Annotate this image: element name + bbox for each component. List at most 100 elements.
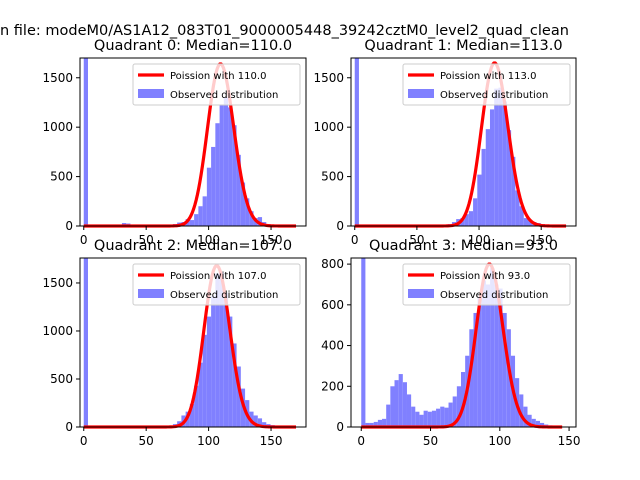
histogram-bar bbox=[523, 218, 529, 226]
x-tick-label: 50 bbox=[139, 434, 154, 448]
histogram-bar bbox=[257, 217, 263, 226]
histogram-bar bbox=[494, 284, 499, 427]
histogram-bar bbox=[211, 146, 216, 226]
histogram-bar bbox=[502, 101, 507, 226]
y-tick-label: 400 bbox=[321, 339, 344, 353]
figure-title: n file: modeM0/AS1A12_083T01_9000005448_… bbox=[0, 23, 569, 39]
histogram-bar bbox=[406, 394, 412, 427]
legend-hist-label: Observed distribution bbox=[170, 290, 278, 301]
y-tick-label: 800 bbox=[321, 257, 344, 271]
legend-hist-swatch bbox=[408, 289, 434, 298]
histogram-bar bbox=[440, 406, 445, 427]
x-tick-label: 150 bbox=[260, 434, 283, 448]
x-tick-label: 100 bbox=[197, 233, 220, 247]
x-tick-label: 50 bbox=[409, 233, 424, 247]
histogram-bar bbox=[369, 422, 374, 427]
histogram-bar bbox=[194, 385, 199, 427]
histogram-bar bbox=[361, 258, 366, 427]
histogram-bar bbox=[219, 104, 224, 226]
y-tick-label: 1000 bbox=[313, 120, 344, 134]
x-tick-label: 100 bbox=[488, 434, 511, 448]
histogram-bar bbox=[262, 422, 267, 427]
histogram-bar bbox=[431, 410, 437, 427]
histogram-bar bbox=[373, 421, 378, 427]
histogram-bar bbox=[232, 343, 237, 427]
histogram-bar bbox=[219, 272, 224, 427]
histogram-bar bbox=[523, 406, 528, 427]
histogram-bar bbox=[477, 296, 482, 427]
histogram-bar bbox=[527, 414, 532, 427]
histogram-bar bbox=[473, 312, 478, 427]
histogram-bar bbox=[206, 167, 212, 226]
x-tick-label: 0 bbox=[80, 233, 88, 247]
histogram-bar bbox=[206, 316, 212, 427]
legend-hist-label: Observed distribution bbox=[440, 290, 548, 301]
y-tick-label: 1000 bbox=[42, 120, 73, 134]
panel-title: Quadrant 2: Median=107.0 bbox=[94, 238, 292, 254]
histogram-bar bbox=[456, 386, 462, 427]
histogram-bar bbox=[481, 280, 486, 427]
histogram-bar bbox=[477, 174, 482, 226]
axes-frame bbox=[79, 57, 307, 227]
histogram-bar bbox=[189, 220, 195, 226]
histogram-bar bbox=[519, 394, 524, 427]
histogram-bar bbox=[228, 316, 233, 427]
histogram-bar bbox=[398, 374, 403, 427]
subplot-quadrant-3: 0 50 100 150 0 200 400 600 800 Quadrant 3: Median… bbox=[321, 238, 580, 448]
histogram-bar bbox=[490, 268, 495, 427]
histogram-bar bbox=[419, 414, 424, 427]
histogram-bar bbox=[461, 372, 466, 427]
histogram-bar bbox=[452, 396, 457, 427]
x-tick-label: 150 bbox=[530, 233, 553, 247]
histogram-bar bbox=[83, 58, 88, 226]
histogram-bar bbox=[528, 220, 533, 226]
histogram-bar bbox=[223, 97, 229, 226]
y-tick-label: 0 bbox=[336, 219, 344, 233]
x-tick-label: 0 bbox=[80, 434, 88, 448]
histogram-bar bbox=[415, 411, 420, 427]
y-tick-label: 0 bbox=[336, 420, 344, 434]
histogram-bar bbox=[402, 382, 407, 427]
histogram-bar bbox=[498, 87, 503, 226]
histogram-bar bbox=[427, 411, 432, 427]
histogram-bar bbox=[236, 366, 241, 427]
y-tick-label: 600 bbox=[321, 298, 344, 312]
panel-title: Quadrant 1: Median=113.0 bbox=[364, 38, 562, 54]
histogram-bar bbox=[436, 408, 441, 427]
histogram-bar bbox=[354, 58, 359, 226]
histogram-bar bbox=[394, 380, 399, 427]
histogram-bar bbox=[411, 406, 416, 427]
histogram-bar bbox=[377, 419, 383, 427]
histogram-bar bbox=[223, 292, 229, 427]
histogram-bar bbox=[531, 418, 536, 427]
x-tick-label: 100 bbox=[197, 434, 220, 448]
histogram-bar bbox=[215, 273, 220, 427]
x-tick-label: 0 bbox=[351, 233, 359, 247]
histogram-bar bbox=[515, 190, 520, 226]
x-tick-label: 100 bbox=[468, 233, 491, 247]
histogram-bar bbox=[511, 156, 516, 226]
legend-box bbox=[132, 263, 301, 306]
x-tick-label: 0 bbox=[357, 434, 365, 448]
y-tick-label: 0 bbox=[65, 219, 73, 233]
histogram-bar bbox=[215, 123, 220, 226]
histogram-bar bbox=[382, 418, 387, 427]
histogram-bar bbox=[236, 154, 241, 226]
histogram-bar bbox=[232, 125, 237, 226]
x-tick-label: 150 bbox=[260, 233, 283, 247]
axes-frame bbox=[350, 257, 577, 428]
histogram-bar bbox=[468, 211, 474, 226]
histogram-bar bbox=[202, 334, 207, 427]
histogram-bar bbox=[506, 329, 511, 427]
histogram-bar bbox=[444, 407, 449, 427]
y-tick-label: 1500 bbox=[42, 276, 73, 290]
histogram-bar bbox=[498, 288, 503, 427]
histogram-bar bbox=[464, 214, 469, 226]
legend-fit-label: Poission with 113.0 bbox=[440, 71, 536, 82]
histogram-bar bbox=[535, 420, 540, 427]
histogram-bar bbox=[473, 198, 478, 226]
